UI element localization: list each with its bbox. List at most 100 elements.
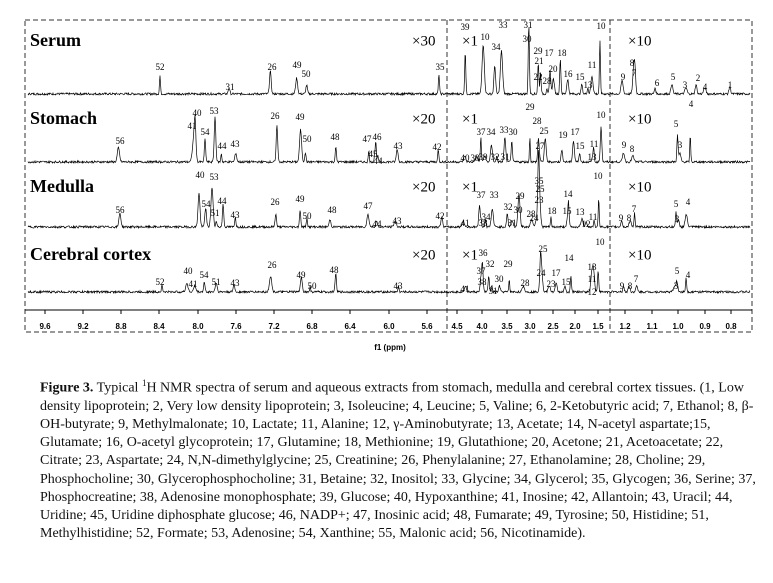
- peak-label: 50: [303, 211, 313, 221]
- peak-label: 13: [588, 262, 598, 272]
- peak-label: 5: [674, 119, 679, 129]
- peak-label: 26: [268, 62, 278, 72]
- peak-label: 54: [202, 199, 212, 209]
- peak-label: 18: [548, 206, 558, 216]
- tick-label: 1.1: [646, 322, 658, 331]
- peak-label: 27: [536, 141, 546, 151]
- peak-label: 30: [523, 34, 533, 44]
- peak-label: 9: [621, 72, 626, 82]
- peak-label: 5: [675, 266, 680, 276]
- peak-label: 29: [504, 259, 514, 269]
- tick-label: 0.9: [699, 322, 711, 331]
- peak-label: 26: [271, 111, 281, 121]
- peak-label: 26: [271, 197, 281, 207]
- tick-label: 1.5: [592, 322, 604, 331]
- tick-label: 6.8: [306, 322, 318, 331]
- panel-name: Medulla: [30, 176, 94, 196]
- peak-label: 7: [632, 68, 637, 78]
- peak-label: 52: [156, 277, 165, 287]
- peak-label: 9: [622, 140, 627, 150]
- scale-factor: ×20: [412, 247, 435, 263]
- peak-label: 43: [393, 216, 403, 226]
- peak-label: 35: [535, 176, 545, 186]
- peak-label: 33: [499, 20, 509, 30]
- peak-label: 53: [210, 106, 220, 116]
- peak-label: 1: [728, 80, 733, 90]
- peak-label: 48: [330, 265, 340, 275]
- peak-label: 11: [589, 212, 598, 222]
- tick-label: 9.2: [77, 322, 89, 331]
- panel-name: Cerebral cortex: [30, 244, 151, 264]
- peak-label: 49: [293, 60, 303, 70]
- peak-label: 33: [490, 190, 500, 200]
- scale-factor: ×10: [628, 247, 651, 263]
- peak-label: 46: [373, 132, 383, 142]
- peak-label: 7: [632, 204, 637, 214]
- peak-label: 54: [200, 270, 210, 280]
- peak-label: 3: [675, 214, 680, 224]
- panel-name: Serum: [30, 30, 81, 50]
- tick-label: 7.6: [230, 322, 242, 331]
- peak-label: 48: [328, 205, 338, 215]
- peak-label: 32: [486, 259, 495, 269]
- peak-label: 42: [433, 142, 442, 152]
- peak-label: 25: [540, 126, 550, 136]
- peak-label: 30: [509, 127, 519, 137]
- peak-label: 43: [394, 281, 404, 291]
- caption-sup: 1: [141, 378, 147, 388]
- peak-label: 20: [549, 64, 559, 74]
- spectrum: [27, 27, 751, 97]
- peak-label: 41: [461, 284, 470, 294]
- peak-label: 13: [584, 80, 594, 90]
- peak-label: 29: [526, 102, 536, 112]
- panel-name: Stomach: [30, 108, 97, 128]
- peak-label: 8: [627, 213, 632, 223]
- peak-label: 52: [156, 62, 165, 72]
- peak-label: 3: [678, 140, 683, 150]
- peak-label: 43: [231, 139, 241, 149]
- tick-label: 5.6: [421, 322, 433, 331]
- peak-label: 14: [564, 189, 574, 199]
- peak-label: 17: [571, 127, 581, 137]
- peak-label: 23: [535, 195, 545, 205]
- peak-label: 44: [373, 219, 383, 229]
- peak-label: 38: [478, 277, 488, 287]
- peak-label: 10: [594, 171, 604, 181]
- scale-factor: ×30: [412, 33, 435, 49]
- peak-label: 30: [495, 274, 505, 284]
- peak-label: 36: [479, 248, 489, 258]
- peak-label: 53: [210, 172, 220, 182]
- peak-label: 39: [461, 22, 471, 32]
- peak-label: 10: [597, 110, 607, 120]
- peak-label: 12: [582, 219, 591, 229]
- peak-label: 2: [696, 73, 701, 83]
- peak-label: 21: [535, 56, 544, 66]
- tick-label: 6.4: [344, 322, 356, 331]
- caption-text: H NMR spectra of serum and aqueous extra…: [40, 380, 756, 542]
- peak-label: 50: [308, 281, 318, 291]
- peak-label: 23: [547, 279, 557, 289]
- peak-label: 16: [564, 69, 574, 79]
- peak-label: 17: [545, 48, 555, 58]
- peak-label: 47: [363, 134, 373, 144]
- peak-label: 28: [543, 76, 553, 86]
- caption: Figure 3. Typical 1H NMR spectra of seru…: [40, 374, 760, 543]
- peak-label: 28: [527, 209, 537, 219]
- peak-label: 43: [231, 210, 241, 220]
- peak-label: 37: [477, 127, 487, 137]
- peak-label: 44: [218, 196, 228, 206]
- peak-label: 31: [508, 218, 517, 228]
- tick-label: 1.0: [672, 322, 684, 331]
- peak-label: 39: [479, 152, 489, 162]
- peak-label: 14: [565, 253, 575, 263]
- peak-label: 51: [211, 208, 220, 218]
- peak-label: 15: [563, 206, 573, 216]
- peak-label: 49: [296, 112, 306, 122]
- peak-label: 11: [588, 274, 597, 284]
- peak-label: 9: [620, 281, 625, 291]
- peak-label: 3: [683, 80, 688, 90]
- tick-label: 4.0: [476, 322, 488, 331]
- peak-label: 6: [655, 78, 660, 88]
- peak-label: 28: [521, 278, 531, 288]
- peak-label: 29: [516, 191, 526, 201]
